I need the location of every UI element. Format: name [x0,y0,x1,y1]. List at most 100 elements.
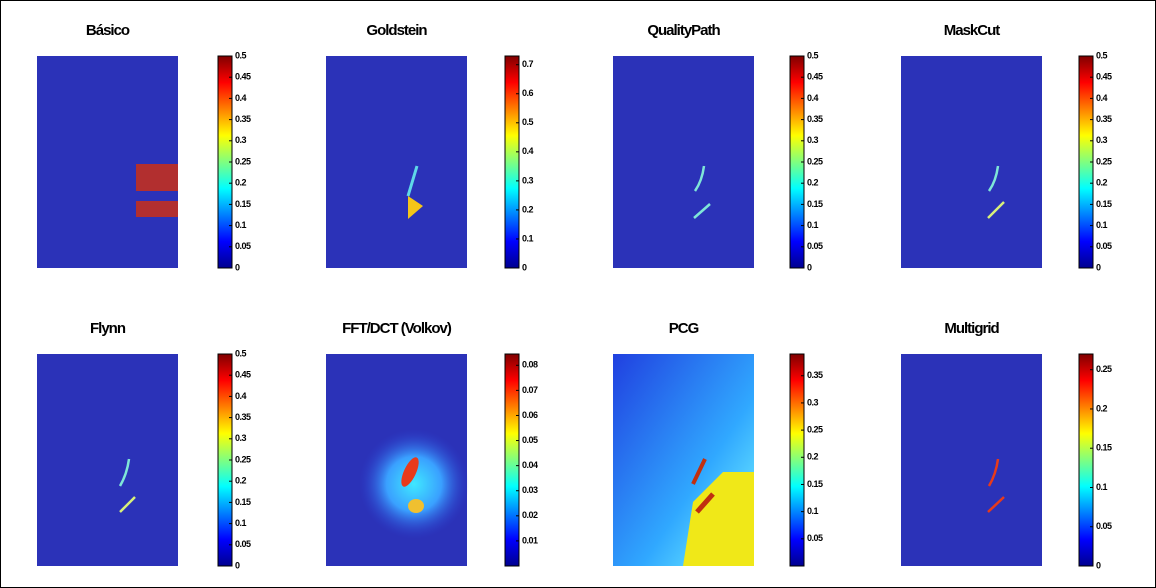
heatmap [326,56,467,268]
tick-label: 0.08 [522,360,538,370]
chart-title: Goldstein [366,22,427,39]
tick-label: 0 [1096,262,1101,272]
tick-label: 0.25 [1096,156,1112,166]
tick-label: 0.5 [235,50,247,60]
tick-label: 0 [807,262,812,272]
tick-label: 0.05 [1096,241,1112,251]
tick-label: 0.15 [807,199,823,209]
tick-label: 0.15 [235,199,251,209]
glow [359,429,469,539]
tick-label: 0.05 [1096,521,1112,531]
tick-label: 0.35 [1096,114,1112,124]
streak [695,492,715,514]
chart-title: QualityPath [647,22,720,39]
tick-label: 0.7 [522,59,534,69]
tick-label: 0.2 [235,178,247,188]
streak [118,458,131,487]
tick-label: 0.03 [522,485,538,495]
streak [693,165,706,192]
tick-label: 0.4 [522,146,534,156]
tick-label: 0.07 [522,385,538,395]
tick-label: 0.2 [1096,403,1108,413]
tick-label: 0.45 [235,370,251,380]
tick-label: 0.35 [235,114,251,124]
chart-title: Flynn [90,320,126,337]
tick-label: 0.05 [235,539,251,549]
heatmap [901,354,1042,566]
tick-label: 0.04 [522,460,538,470]
tick-label: 0.1 [1096,482,1108,492]
streak [406,165,419,197]
tick-label: 0 [235,262,240,272]
tick-label: 0.45 [235,72,251,82]
tick-label: 0.25 [235,156,251,166]
streak [987,165,1000,192]
tick-label: 0.45 [1096,72,1112,82]
tick-label: 0.25 [235,454,251,464]
tick-label: 0.1 [522,233,534,243]
chart-title: MaskCut [944,22,1001,39]
tick-label: 0.06 [522,410,538,420]
tick-label: 0.1 [1096,220,1108,230]
chart-title: PCG [669,320,699,337]
tick-label: 0.05 [522,435,538,445]
blob [408,499,424,513]
tick-label: 0.4 [1096,93,1108,103]
tick-label: 0.25 [807,424,823,434]
streak [987,201,1005,219]
tick-label: 0.35 [807,370,823,380]
tick-label: 0 [1096,560,1101,570]
tick-label: 0.1 [235,518,247,528]
tick-label: 0.2 [807,178,819,188]
tick-label: 0.25 [1096,364,1112,374]
tick-label: 0.45 [807,72,823,82]
tick-label: 0.2 [807,452,819,462]
tick-label: 0.02 [522,510,538,520]
tick-label: 0.3 [1096,135,1108,145]
region [683,472,754,566]
streak [691,458,707,485]
tick-label: 0.6 [522,88,534,98]
colorbar [1078,353,1094,567]
heatmap [37,56,178,268]
tick-label: 0.4 [235,391,247,401]
tick-label: 0.05 [235,241,251,251]
tick-label: 0.15 [235,497,251,507]
tick-label: 0.1 [807,506,819,516]
tick-label: 0.5 [807,50,819,60]
chart-title: FFT/DCT (Volkov) [342,320,452,337]
heatmap [37,354,178,566]
tick-label: 0.2 [1096,178,1108,188]
tick-label: 0.1 [235,220,247,230]
streak [693,203,711,219]
tick-label: 0.5 [522,117,534,127]
tick-label: 0 [522,262,527,272]
streak [987,458,1000,487]
tick-label: 0.15 [807,479,823,489]
region [136,164,178,191]
tick-label: 0.35 [807,114,823,124]
tick-label: 0.01 [522,535,538,545]
tick-label: 0.2 [522,204,534,214]
tick-label: 0.3 [235,433,247,443]
tick-label: 0.3 [522,175,534,185]
tick-label: 0.4 [235,93,247,103]
tick-label: 0.05 [807,533,823,543]
tick-label: 0.3 [235,135,247,145]
tick-label: 0.3 [807,135,819,145]
tick-label: 0.2 [235,476,247,486]
tick-label: 0.05 [807,241,823,251]
tick-label: 0.25 [807,156,823,166]
tick-label: 0.3 [807,397,819,407]
colorbar [789,353,805,567]
tick-label: 0.4 [807,93,819,103]
colorbar [504,55,520,269]
streak [987,496,1005,513]
tick-label: 0.5 [235,348,247,358]
streak [119,496,136,513]
chart-title: Básico [86,22,130,39]
region [408,196,423,219]
heatmap [901,56,1042,268]
tick-label: 0.15 [1096,199,1112,209]
